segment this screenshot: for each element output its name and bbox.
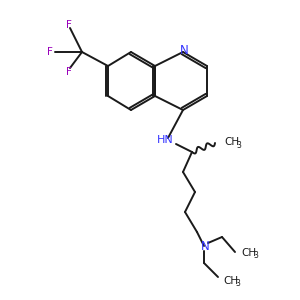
Text: F: F: [66, 67, 72, 77]
Text: CH: CH: [223, 276, 238, 286]
Text: N: N: [201, 241, 209, 254]
Text: CH: CH: [241, 248, 256, 258]
Text: N: N: [180, 44, 188, 58]
Text: 3: 3: [236, 140, 241, 149]
Text: HN: HN: [157, 135, 173, 145]
Text: 3: 3: [253, 251, 258, 260]
Text: CH: CH: [224, 137, 239, 147]
Text: 3: 3: [235, 280, 240, 289]
Text: F: F: [66, 20, 72, 30]
Text: F: F: [47, 47, 53, 57]
